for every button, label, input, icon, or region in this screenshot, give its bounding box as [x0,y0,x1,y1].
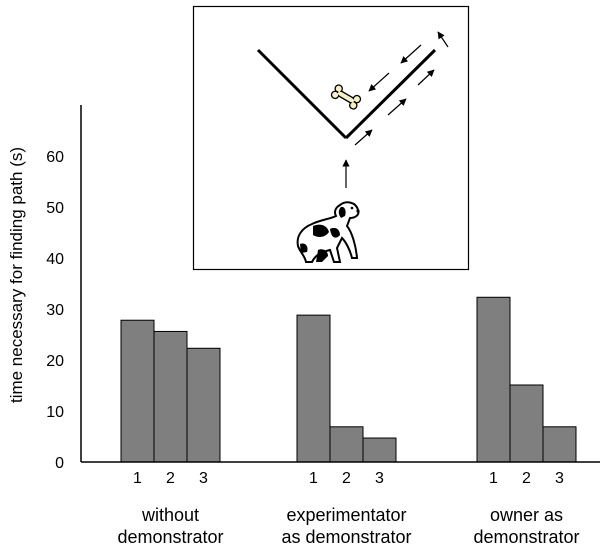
x-tick-label: 1 [489,470,498,487]
bar [362,437,397,463]
y-axis-ticks: 0 10 20 30 40 50 60 [46,149,64,472]
arrow-icon [437,31,449,48]
y-tick-label: 40 [46,251,64,268]
x-tick-label: 1 [309,470,318,487]
x-tick-label: 2 [166,470,175,487]
arrow-icon [354,129,373,146]
group-label: without [141,505,199,525]
x-tick-label: 3 [555,470,564,487]
group-label: demonstrator [473,527,579,547]
y-tick-label: 60 [46,149,64,166]
group-label: demonstrator [117,527,223,547]
group-label: owner as [490,505,563,525]
y-tick-label: 0 [55,455,64,472]
y-tick-label: 50 [46,200,64,217]
bar [153,330,188,463]
arrow-icon [417,69,435,86]
x-tick-label: 2 [342,470,351,487]
x-tick-label: 3 [199,470,208,487]
bone-icon [330,84,362,110]
y-tick-label: 10 [46,404,64,421]
path-left-wall [256,48,348,140]
y-tick-label: 30 [46,302,64,319]
x-tick-label: 1 [133,470,142,487]
inset-illustration [192,5,470,271]
arrow-icon [368,72,390,92]
path-right-wall [344,48,437,140]
y-axis-title: time necessary for finding path (s) [7,147,26,403]
bar [120,319,155,463]
x-tick-label: 2 [522,470,531,487]
bar [296,314,331,463]
bar [186,347,221,463]
bar [476,296,511,463]
arrow-icon [400,44,422,64]
dog-icon [296,201,360,263]
x-tick-label: 3 [375,470,384,487]
bars [120,296,577,463]
group-label: as demonstrator [281,527,411,547]
group-label: experimentator [286,505,406,525]
bar [542,426,577,463]
arrow-icon [387,98,407,116]
y-tick-label: 20 [46,353,64,370]
bar [329,426,364,463]
bar [509,384,544,463]
